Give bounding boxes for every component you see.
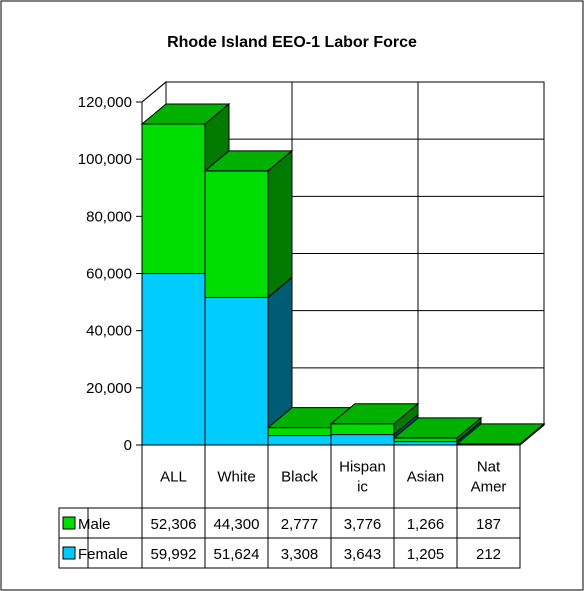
x-tick-label: White — [217, 469, 255, 486]
data-label: 3,643 — [344, 546, 382, 563]
bar-male-hispanic-top — [329, 403, 420, 425]
bar-female-white — [204, 296, 269, 446]
bar-male-asian — [393, 437, 458, 443]
chart-title: Rhode Island EEO-1 Labor Force — [167, 34, 417, 51]
x-tick-label: ALL — [160, 469, 187, 486]
data-label: 3,776 — [344, 516, 382, 533]
y-tick-label: 40,000 — [86, 323, 132, 340]
bar-male-hispanic — [330, 423, 395, 436]
data-label: 51,624 — [214, 546, 260, 563]
legend-label: Female — [78, 546, 128, 563]
bar-male-white-side — [267, 149, 293, 299]
data-label: 44,300 — [214, 516, 260, 533]
x-tick-label: Nat — [477, 459, 501, 476]
x-tick-label: Amer — [471, 479, 507, 496]
x-tick-label: Hispan — [339, 459, 386, 476]
data-label: 1,266 — [407, 516, 445, 533]
data-label: 3,308 — [281, 546, 319, 563]
bar-female-asian — [393, 441, 458, 446]
legend-swatch-male — [62, 516, 76, 530]
bar-female-all — [141, 273, 206, 446]
bar-male-all — [141, 123, 206, 275]
bar-male-all-top — [140, 103, 231, 125]
y-tick-label: 80,000 — [86, 208, 132, 225]
data-label: 187 — [476, 516, 501, 533]
table-cell — [456, 537, 521, 569]
y-tick-label: 0 — [124, 437, 132, 454]
bar-male-nat-amer-top — [455, 423, 546, 445]
data-label: 59,992 — [151, 546, 197, 563]
data-label: 1,205 — [407, 546, 445, 563]
data-label: 212 — [476, 546, 501, 563]
bar-male-asian-top — [392, 417, 483, 439]
legend-swatch-female — [62, 546, 76, 560]
bar-male-black — [267, 427, 332, 437]
data-label: 52,306 — [151, 516, 197, 533]
gridline-side — [141, 81, 167, 103]
data-label: 2,777 — [281, 516, 319, 533]
x-tick-label: ic — [357, 479, 368, 496]
bar-male-white — [204, 170, 269, 298]
bar-female-hispanic — [330, 434, 395, 446]
y-tick-label: 100,000 — [78, 151, 132, 168]
bar-female-black — [267, 435, 332, 446]
y-tick-label: 60,000 — [86, 266, 132, 283]
legend-label: Male — [78, 516, 111, 533]
x-tick-label: Black — [281, 469, 318, 486]
bar-male-white-top — [203, 150, 294, 172]
y-tick-label: 120,000 — [78, 94, 132, 111]
y-tick-label: 20,000 — [86, 380, 132, 397]
x-tick-label: Asian — [407, 469, 445, 486]
